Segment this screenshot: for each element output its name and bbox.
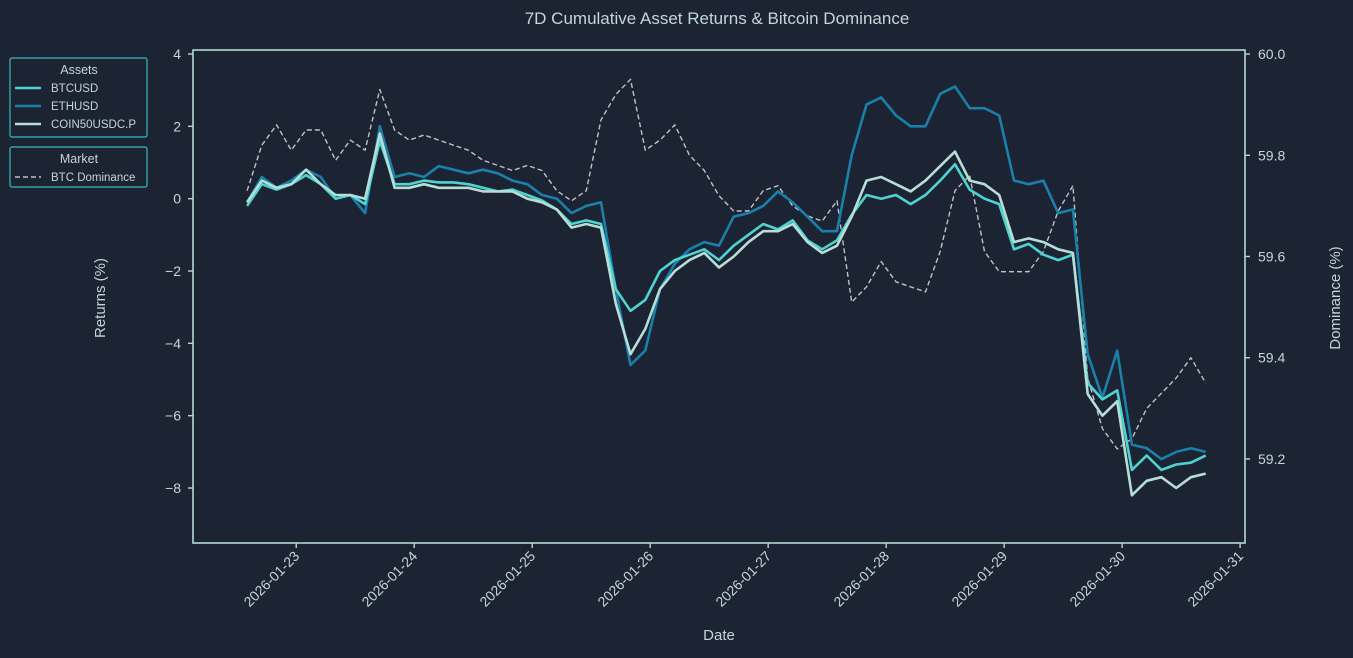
series-layer [245, 78, 1207, 497]
legend-market: Market BTC Dominance [9, 146, 148, 188]
legend-assets: Assets BTCUSD ETHUSD COIN50USDC.P [9, 57, 148, 138]
series-line-btcusd [246, 139, 1207, 472]
series-line-coin50usdc-p [246, 132, 1207, 497]
x-tick-label: 2026-01-29 [948, 548, 1010, 610]
y-tick-label: −6 [165, 408, 181, 424]
legend-label-btcusd: BTCUSD [51, 83, 98, 95]
x-axis-label: Date [703, 627, 735, 644]
x-tick-label: 2026-01-23 [240, 548, 302, 610]
y-axis-right-label: Dominance (%) [1327, 246, 1344, 349]
legend-market-title: Market [60, 152, 99, 166]
y-tick-label: 0 [173, 191, 181, 207]
y-tick-label: −8 [165, 480, 181, 496]
x-tick-label: 2026-01-28 [830, 548, 892, 610]
y-tick-label: −2 [165, 263, 181, 279]
x-tick-label: 2026-01-30 [1066, 548, 1128, 610]
y-tick-label: 4 [173, 46, 181, 62]
y-tick-label: 2 [173, 118, 181, 134]
x-tick-label: 2026-01-31 [1184, 548, 1246, 610]
y-right-tick-label: 60.0 [1258, 46, 1285, 62]
legend-label-coin50: COIN50USDC.P [51, 119, 136, 131]
series-line-ethusd [245, 85, 1207, 461]
legend-label-ethusd: ETHUSD [51, 101, 98, 113]
x-axis: 2026-01-23 2026-01-24 2026-01-25 2026-01-26… [240, 543, 1246, 610]
x-tick-label: 2026-01-27 [712, 548, 774, 610]
y-tick-label: −4 [165, 335, 181, 351]
left-y-axis: 4 2 0 −2 −4 −6 −8 [165, 46, 193, 496]
x-tick-label: 2026-01-26 [594, 548, 656, 610]
plot-frame [192, 49, 1246, 544]
y-right-tick-label: 59.2 [1258, 451, 1285, 467]
y-axis-label: Returns (%) [92, 258, 109, 338]
chart-title: 7D Cumulative Asset Returns & Bitcoin Do… [525, 9, 910, 28]
y-right-tick-label: 59.6 [1258, 249, 1285, 265]
x-tick-label: 2026-01-25 [476, 548, 538, 610]
x-tick-label: 2026-01-24 [358, 548, 420, 610]
y-right-tick-label: 59.4 [1258, 350, 1285, 366]
right-y-axis: 59.2 59.4 59.6 59.8 60.0 [1245, 46, 1285, 467]
series-line-btc-dominance [246, 78, 1207, 450]
y-right-tick-label: 59.8 [1258, 147, 1285, 163]
legend-label-dominance: BTC Dominance [51, 172, 135, 184]
legend-assets-title: Assets [60, 63, 98, 77]
